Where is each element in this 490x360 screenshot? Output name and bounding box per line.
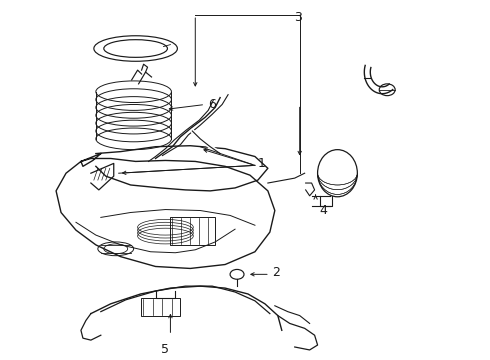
Text: 4: 4 bbox=[319, 204, 327, 217]
Bar bbox=[171, 217, 215, 245]
Text: 5: 5 bbox=[161, 343, 170, 356]
Text: 6: 6 bbox=[208, 98, 216, 111]
Text: 2: 2 bbox=[272, 266, 280, 279]
Text: 1: 1 bbox=[258, 157, 266, 170]
Bar bbox=[141, 298, 180, 316]
Text: 3: 3 bbox=[294, 11, 302, 24]
